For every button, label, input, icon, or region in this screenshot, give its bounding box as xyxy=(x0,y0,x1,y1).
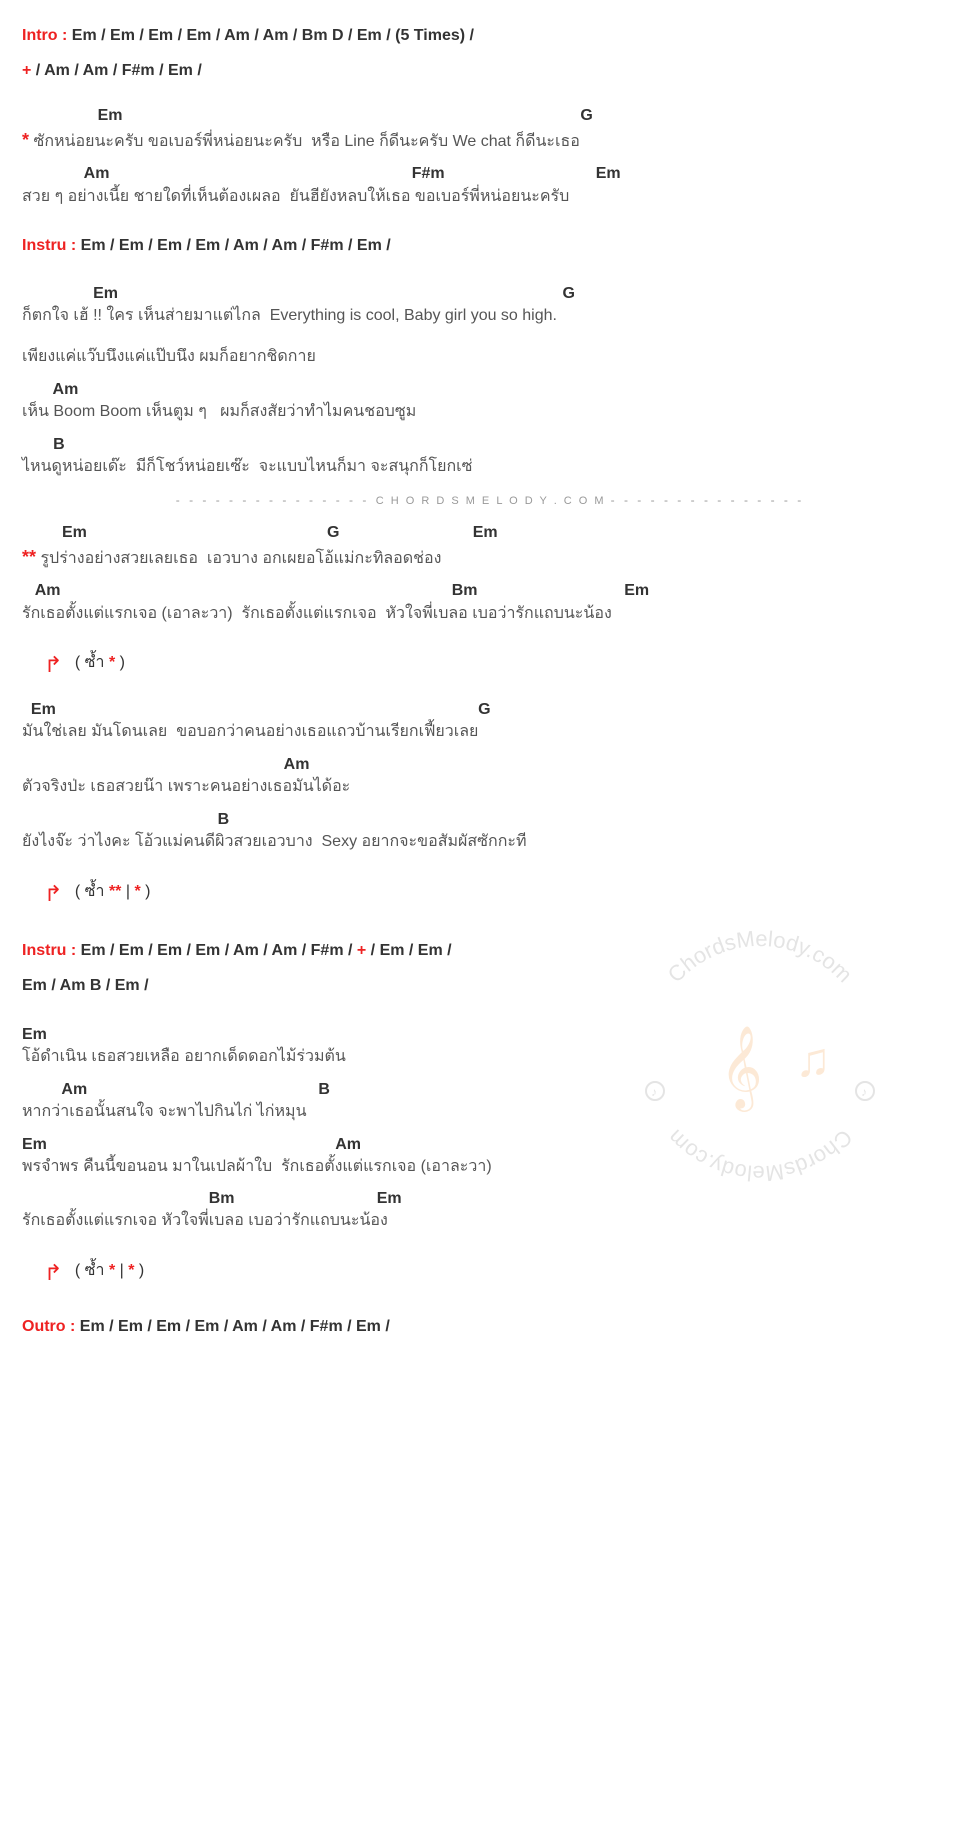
verse3-lyric-3: ยังไงจ๊ะ ว่าไงคะ โอ้วแม่คนดีผิวสวยเอวบาง… xyxy=(22,829,958,855)
instru-1-row: Instru : Em / Em / Em / Em / Am / Am / F… xyxy=(22,231,958,261)
verse2-lyric-4: ไหนดูหน่อยเด๊ะ มีก็โชว์หน่อยเซ๊ะ จะแบบไห… xyxy=(22,454,958,480)
verse2-lyric-1: ก็ตกใจ เฮ้ !! ใคร เห็นส่ายมาแต่ไกล Every… xyxy=(22,303,958,329)
repeat3-close: ) xyxy=(134,1262,144,1279)
chorus-chords-2: Am Bm Em xyxy=(22,581,958,600)
repeat-2: ↳ ( ซ้ำ ** | * ) xyxy=(44,879,958,905)
verse-1: Em G * ซักหน่อยนะครับ ขอเบอร์พี่หน่อยนะค… xyxy=(22,106,958,209)
verse-4: Em โอ้ดำเนิน เธอสวยเหลือ อยากเด็ดดอกไม้ร… xyxy=(22,1025,958,1234)
outro-chords: Em / Em / Em / Em / Am / Am / F#m / Em / xyxy=(80,1318,390,1335)
verse-2: Em G ก็ตกใจ เฮ้ !! ใคร เห็นส่ายมาแต่ไกล … xyxy=(22,284,958,480)
divider-dash-left: - - - - - - - - - - - - - - - xyxy=(176,493,370,507)
dstar-marker: ** xyxy=(22,547,36,567)
repeat-arrow-icon: ↳ xyxy=(44,1258,62,1284)
intro-chords-1: Em / Em / Em / Em / Am / Am / Bm D / Em … xyxy=(72,27,474,44)
repeat-arrow-icon: ↳ xyxy=(44,879,62,905)
instru1-chords: Em / Em / Em / Em / Am / Am / F#m / Em / xyxy=(81,237,391,254)
verse2-chords-4: B xyxy=(22,435,958,454)
divider-dash-right: - - - - - - - - - - - - - - - xyxy=(611,493,805,507)
verse3-chords-1: Em G xyxy=(22,700,958,719)
repeat1-close: ) xyxy=(115,654,125,671)
verse4-chords-2: Am B xyxy=(22,1080,958,1099)
repeat-3: ↳ ( ซ้ำ * | * ) xyxy=(44,1258,958,1284)
repeat-arrow-icon: ↳ xyxy=(44,650,62,676)
instru1-label: Instru : xyxy=(22,237,76,254)
intro-label: Intro : xyxy=(22,27,67,44)
instru2-chords-1b: / Em / Em / xyxy=(366,942,451,959)
instru2-label: Instru : xyxy=(22,942,76,959)
repeat2-text: ( ซ้ำ xyxy=(75,883,109,900)
verse4-lyric-4: รักเธอตั้งแต่แรกเจอ หัวใจพี่เบลอ เบอว่าร… xyxy=(22,1208,958,1234)
verse2-lyric-3: เห็น Boom Boom เห็นตูม ๆ ผมก็สงสัยว่าทำไ… xyxy=(22,399,958,425)
instru2-chords-1a: Em / Em / Em / Em / Am / Am / F#m / xyxy=(81,942,357,959)
verse1-lyric-2: สวย ๆ อย่างเนี้ย ชายใดที่เห็นต้องเผลอ ยั… xyxy=(22,184,958,210)
repeat1-text: ( ซ้ำ xyxy=(75,654,109,671)
verse3-chords-3: B xyxy=(22,810,958,829)
verse4-lyric-2: หากว่าเธอนั้นสนใจ จะพาไปกินไก่ ไก่หมุน xyxy=(22,1099,958,1125)
divider-site: C H O R D S M E L O D Y . C O M xyxy=(376,495,611,507)
repeat-1: ↳ ( ซ้ำ * ) xyxy=(44,650,958,676)
verse4-lyric-1: โอ้ดำเนิน เธอสวยเหลือ อยากเด็ดดอกไม้ร่วม… xyxy=(22,1044,958,1070)
outro-row: Outro : Em / Em / Em / Em / Am / Am / F#… xyxy=(22,1312,958,1342)
verse3-lyric-2: ตัวจริงป่ะ เธอสวยน๊า เพราะคนอย่างเธอมันไ… xyxy=(22,774,958,800)
verse3-chords-2: Am xyxy=(22,755,958,774)
intro-row: Intro : Em / Em / Em / Em / Am / Am / Bm… xyxy=(22,18,958,88)
intro-chords-2: / Am / Am / F#m / Em / xyxy=(36,62,202,79)
star-marker: * xyxy=(22,130,29,150)
verse1-lyric-1: * ซักหน่อยนะครับ ขอเบอร์พี่หน่อยนะครับ ห… xyxy=(22,126,958,155)
instru-2-row: Instru : Em / Em / Em / Em / Am / Am / F… xyxy=(22,933,958,1003)
verse2-chords-1: Em G xyxy=(22,284,958,303)
verse4-lyric-3: พรจำพร คืนนี้ขอนอน มาในเปลผ้าใบ รักเธอตั… xyxy=(22,1154,958,1180)
instru2-chords-2: Em / Am B / Em / xyxy=(22,977,149,994)
verse1-chords-1: Em G xyxy=(22,106,958,125)
repeat3-text: ( ซ้ำ xyxy=(75,1262,109,1279)
verse2-chords-3: Am xyxy=(22,380,958,399)
verse4-chords-3: Em Am xyxy=(22,1135,958,1154)
outro-label: Outro : xyxy=(22,1318,75,1335)
intro-plus: + xyxy=(22,62,31,79)
repeat2-mid: | xyxy=(121,883,134,900)
chorus-lyric-2: รักเธอตั้งแต่แรกเจอ (เอาละวา) รักเธอตั้ง… xyxy=(22,601,958,627)
verse1-lyric-1-text: ซักหน่อยนะครับ ขอเบอร์พี่หน่อยนะครับ หรื… xyxy=(29,133,580,150)
chorus: Em G Em ** รูปร่างอย่างสวยเลยเธอ เอวบาง … xyxy=(22,523,958,626)
verse-3: Em G มันใช่เลย มันโดนเลย ขอบอกว่าคนอย่าง… xyxy=(22,700,958,854)
verse1-chords-2: Am F#m Em xyxy=(22,164,958,183)
divider: - - - - - - - - - - - - - - - C H O R D … xyxy=(22,493,958,507)
instru2-plus: + xyxy=(357,942,366,959)
repeat2-dstar: ** xyxy=(109,883,121,900)
chorus-chords-1: Em G Em xyxy=(22,523,958,542)
verse4-chords-1: Em xyxy=(22,1025,958,1044)
chorus-lyric-1: ** รูปร่างอย่างสวยเลยเธอ เอวบาง อกเผยอโอ… xyxy=(22,543,958,572)
chorus-lyric-1-text: รูปร่างอย่างสวยเลยเธอ เอวบาง อกเผยอโอ้แม… xyxy=(36,550,441,567)
verse4-chords-4: Bm Em xyxy=(22,1189,958,1208)
repeat3-mid: | xyxy=(115,1262,128,1279)
repeat2-close: ) xyxy=(141,883,151,900)
verse3-lyric-1: มันใช่เลย มันโดนเลย ขอบอกว่าคนอย่างเธอแถ… xyxy=(22,719,958,745)
verse2-lyric-2: เพียงแค่แว๊บนึงแค่แป๊บนึง ผมก็อยากชิดกาย xyxy=(22,344,958,370)
